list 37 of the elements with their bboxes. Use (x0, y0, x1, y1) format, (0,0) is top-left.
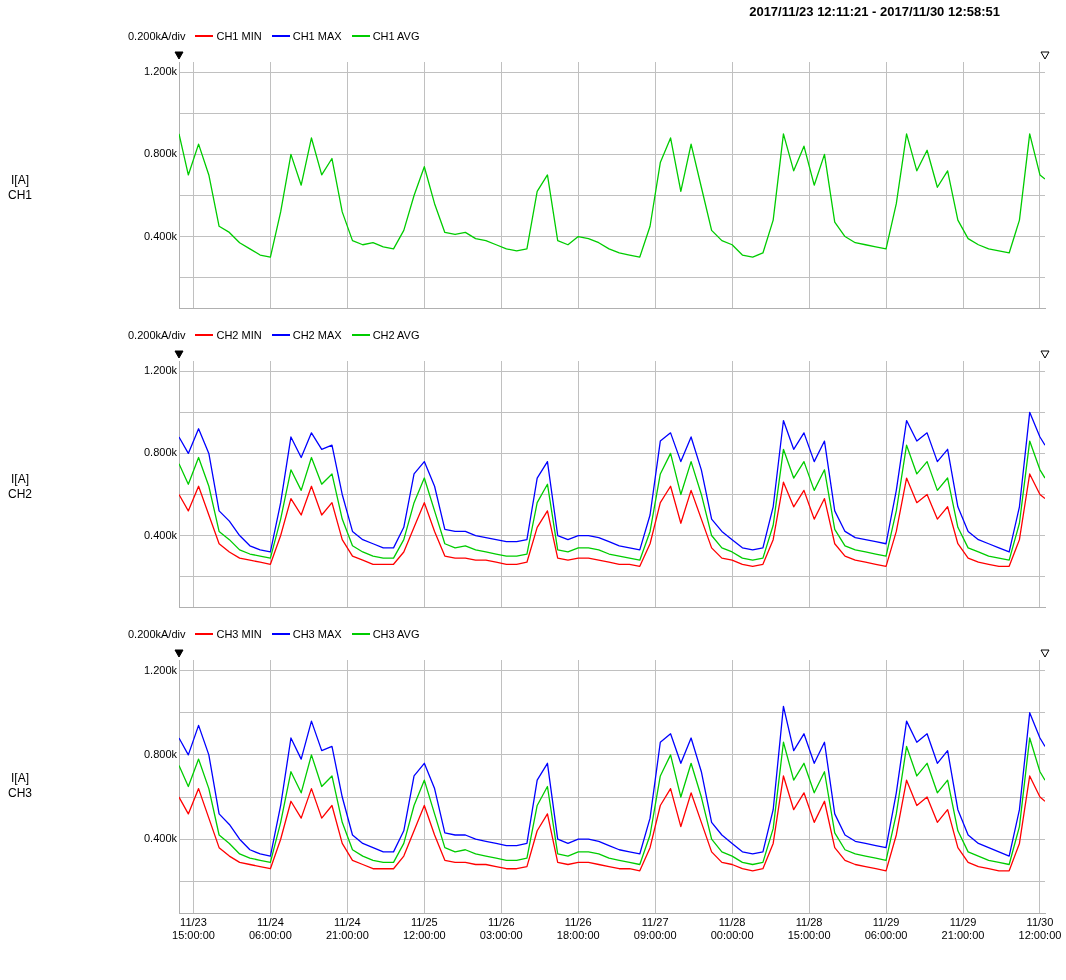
x-tick-label: 11/24 21:00:00 (325, 915, 369, 941)
legend-label: CH3 MIN (216, 628, 262, 640)
x-tick-label: 11/30 12:00:00 (1018, 915, 1062, 941)
x-tick-label: 11/27 09:00:00 (633, 915, 677, 941)
y-axis-title: I[A] CH2 (8, 471, 33, 502)
y-axis-title: I[A] CH3 (8, 770, 33, 801)
x-tick-label: 11/28 15:00:00 (787, 915, 831, 941)
x-tick-label: 11/26 03:00:00 (479, 915, 523, 941)
x-tick-label: 11/29 06:00:00 (864, 915, 908, 941)
x-tick-label: 11/28 00:00:00 (710, 915, 754, 941)
legend-label: CH1 AVG (372, 30, 420, 42)
y-tick-label: 0.800k (143, 747, 178, 760)
text: 0.200kA/div (128, 30, 186, 42)
y-tick-label: 0.400k (143, 229, 178, 242)
x-tick-label: 11/26 18:00:00 (556, 915, 600, 941)
legend-label: CH3 AVG (372, 628, 420, 640)
x-tick-label: 11/24 06:00:00 (248, 915, 292, 941)
legend-label: CH2 MAX (292, 329, 342, 341)
y-tick-label: 0.400k (143, 528, 178, 541)
text: 0.200kA/div (128, 628, 186, 640)
chart-title: 2017/11/23 12:11:21 - 2017/11/30 12:58:51 (748, 3, 1001, 21)
x-tick-label: 11/29 21:00:00 (941, 915, 985, 941)
x-tick-label: 11/25 12:00:00 (402, 915, 446, 941)
y-tick-label: 1.200k (143, 364, 178, 377)
legend-label: CH2 AVG (372, 329, 420, 341)
y-tick-label: 0.800k (143, 446, 178, 459)
legend-label: CH1 MIN (216, 30, 262, 42)
legend-label: CH2 MIN (216, 329, 262, 341)
y-tick-label: 0.800k (143, 147, 178, 160)
legend-label: CH1 MAX (292, 30, 342, 42)
y-axis-title: I[A] CH1 (8, 172, 33, 203)
y-tick-label: 0.400k (143, 832, 178, 845)
y-tick-label: 1.200k (143, 65, 178, 78)
legend-label: CH3 MAX (292, 628, 342, 640)
x-tick-label: 11/23 15:00:00 (172, 915, 215, 941)
y-tick-label: 1.200k (143, 663, 178, 676)
text: 0.200kA/div (128, 329, 186, 341)
